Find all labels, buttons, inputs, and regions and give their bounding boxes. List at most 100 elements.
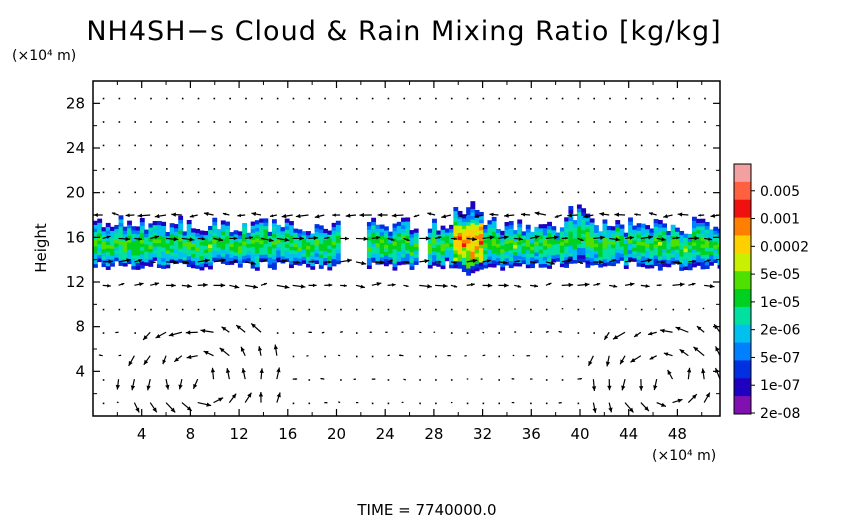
cloud-cell — [623, 250, 629, 255]
wind-vector — [480, 378, 483, 380]
wind-vector-head — [660, 402, 666, 407]
cloud-cell — [444, 249, 450, 255]
cloud-cell — [589, 225, 595, 230]
wind-vector-head — [116, 401, 118, 403]
cloud-cell — [628, 256, 633, 261]
cloud-cell — [182, 252, 188, 257]
cloud-cell — [670, 239, 676, 244]
wind-vector — [292, 355, 295, 358]
cloud-cell — [405, 242, 411, 247]
cloud-cell — [405, 253, 411, 258]
wind-vector — [591, 379, 597, 391]
wind-vector-head — [705, 392, 710, 398]
wind-vector-head — [137, 213, 143, 218]
cloud-cell — [131, 251, 137, 256]
cloud-cell — [623, 264, 629, 270]
wind-vector — [450, 191, 453, 194]
cloud-cell — [568, 209, 574, 214]
wind-vector — [419, 284, 432, 289]
wind-vector — [403, 237, 410, 242]
cloud-cell — [649, 249, 655, 255]
wind-vector — [466, 308, 469, 311]
cloud-cell — [208, 261, 213, 266]
wind-vector-head — [344, 236, 349, 241]
cloud-cell — [461, 246, 467, 251]
cloud-cell — [135, 244, 141, 249]
cloud-cell — [534, 244, 540, 249]
cloud-cell — [670, 235, 676, 240]
wind-vector — [229, 191, 231, 194]
cloud-cell — [491, 231, 497, 236]
cloud-cell — [144, 236, 149, 241]
cloud-cell — [165, 249, 171, 255]
cloud-cell — [700, 243, 706, 248]
cloud-cell — [263, 229, 269, 234]
cloud-cell — [542, 263, 548, 268]
wind-vector — [530, 121, 532, 123]
cloud-cell — [478, 265, 484, 270]
cloud-cell — [640, 262, 646, 268]
cloud-cell — [521, 249, 527, 254]
wind-vector — [251, 211, 262, 217]
wind-vector-head — [486, 259, 491, 263]
cloud-cell — [254, 245, 260, 250]
cloud-cell — [220, 238, 226, 243]
wind-vector — [200, 328, 214, 334]
cloud-cell — [191, 253, 196, 258]
cloud-cell — [259, 218, 265, 223]
cloud-cell — [306, 231, 311, 236]
wind-vector-head — [347, 258, 352, 263]
cloud-cell — [696, 229, 702, 234]
cloud-cell — [696, 218, 702, 223]
wind-vector — [648, 212, 657, 216]
cloud-cell — [623, 261, 629, 266]
cloud-cell — [366, 257, 372, 262]
wind-vector — [355, 97, 358, 100]
cloud-cell — [457, 221, 463, 226]
wind-vector — [514, 237, 523, 241]
cloud-cell — [250, 257, 256, 262]
wind-vector-head — [438, 260, 442, 264]
cloud-cell — [576, 225, 582, 231]
cloud-cell — [131, 226, 137, 231]
wind-vector — [656, 121, 659, 123]
cloud-cell — [254, 238, 260, 243]
cloud-cell — [110, 241, 115, 246]
cloud-cell — [314, 231, 320, 236]
cloud-cell — [662, 259, 668, 264]
wind-vector-head — [234, 284, 240, 289]
wind-vector — [260, 237, 274, 243]
cloud-cell — [161, 225, 167, 230]
cloud-cell — [687, 244, 693, 249]
cloud-cell — [331, 255, 337, 260]
wind-vector — [229, 144, 231, 147]
cloud-cell — [453, 214, 459, 219]
cloud-cell — [474, 231, 480, 236]
cloud-cell — [530, 231, 535, 236]
wind-vector — [672, 308, 675, 311]
wind-vector-head — [693, 346, 699, 352]
wind-vector-head — [503, 260, 508, 265]
cloud-cell — [717, 239, 720, 244]
cloud-cell — [636, 251, 642, 256]
cloud-cell — [696, 247, 702, 252]
wind-vector — [656, 191, 659, 194]
cloud-cell — [93, 242, 98, 247]
cloud-cell — [653, 244, 659, 249]
cloud-cell — [466, 214, 472, 219]
cloud-cell — [704, 261, 710, 266]
cloud-cell — [127, 249, 132, 254]
cloud-cell — [427, 239, 433, 244]
cloud-cell — [534, 251, 540, 257]
wind-vector — [498, 379, 501, 381]
wind-vector — [213, 168, 216, 170]
cloud-cell — [500, 230, 506, 235]
cloud-cell — [122, 240, 128, 246]
cloud-cell — [615, 241, 621, 246]
cloud-cell — [148, 226, 154, 232]
wind-vector-head — [143, 335, 148, 340]
cloud-cell — [593, 250, 599, 255]
cloud-cell — [466, 239, 472, 244]
cloud-cell — [700, 229, 706, 234]
